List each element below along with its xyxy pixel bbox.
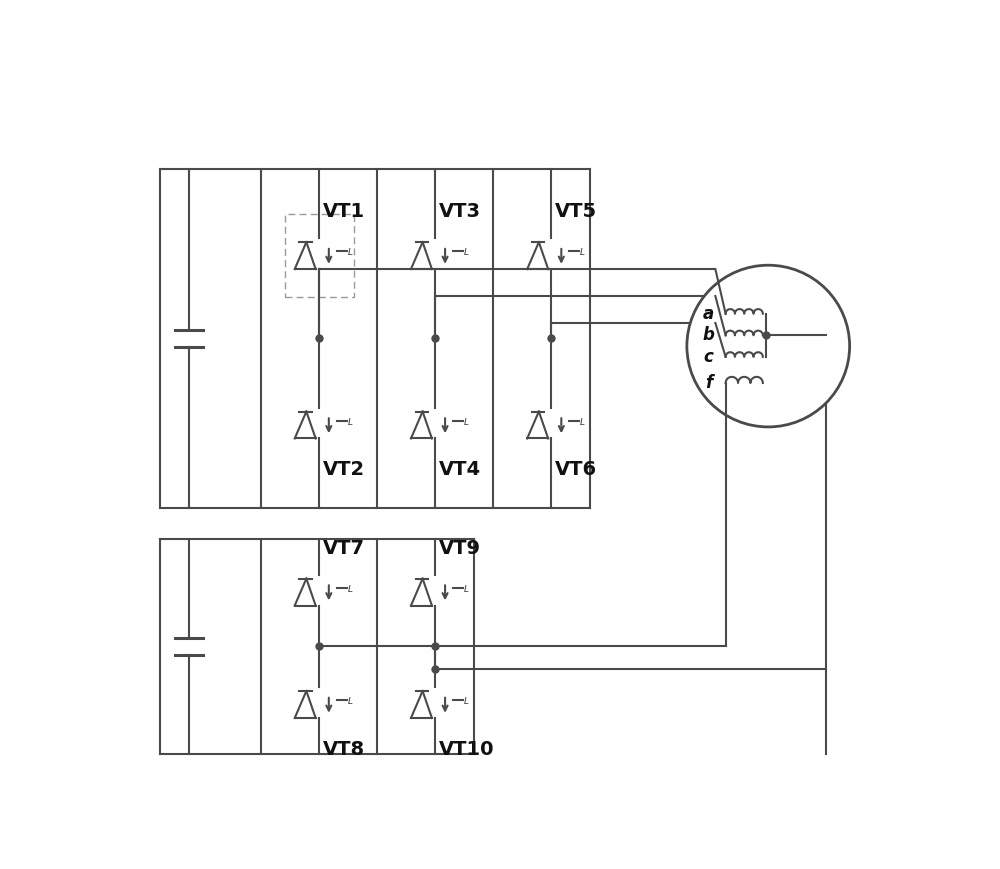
- Text: L: L: [347, 585, 352, 594]
- Text: VT6: VT6: [555, 460, 597, 479]
- Text: a: a: [703, 305, 714, 322]
- Text: L: L: [580, 249, 585, 257]
- Text: VT4: VT4: [439, 460, 481, 479]
- Text: L: L: [464, 697, 469, 706]
- Text: L: L: [464, 418, 469, 427]
- Text: VT5: VT5: [555, 202, 597, 222]
- Text: VT9: VT9: [439, 539, 481, 558]
- Text: VT8: VT8: [323, 740, 365, 759]
- Text: VT3: VT3: [439, 202, 481, 222]
- Text: L: L: [464, 249, 469, 257]
- Text: VT2: VT2: [323, 460, 365, 479]
- Text: L: L: [347, 697, 352, 706]
- Text: VT1: VT1: [323, 202, 365, 222]
- Text: f: f: [705, 374, 712, 392]
- Text: L: L: [580, 418, 585, 427]
- Text: VT7: VT7: [323, 539, 365, 558]
- Text: L: L: [347, 249, 352, 257]
- Text: L: L: [347, 418, 352, 427]
- Text: c: c: [704, 348, 714, 366]
- Text: b: b: [703, 326, 715, 344]
- Circle shape: [687, 265, 850, 427]
- Text: L: L: [464, 585, 469, 594]
- Text: VT10: VT10: [439, 740, 494, 759]
